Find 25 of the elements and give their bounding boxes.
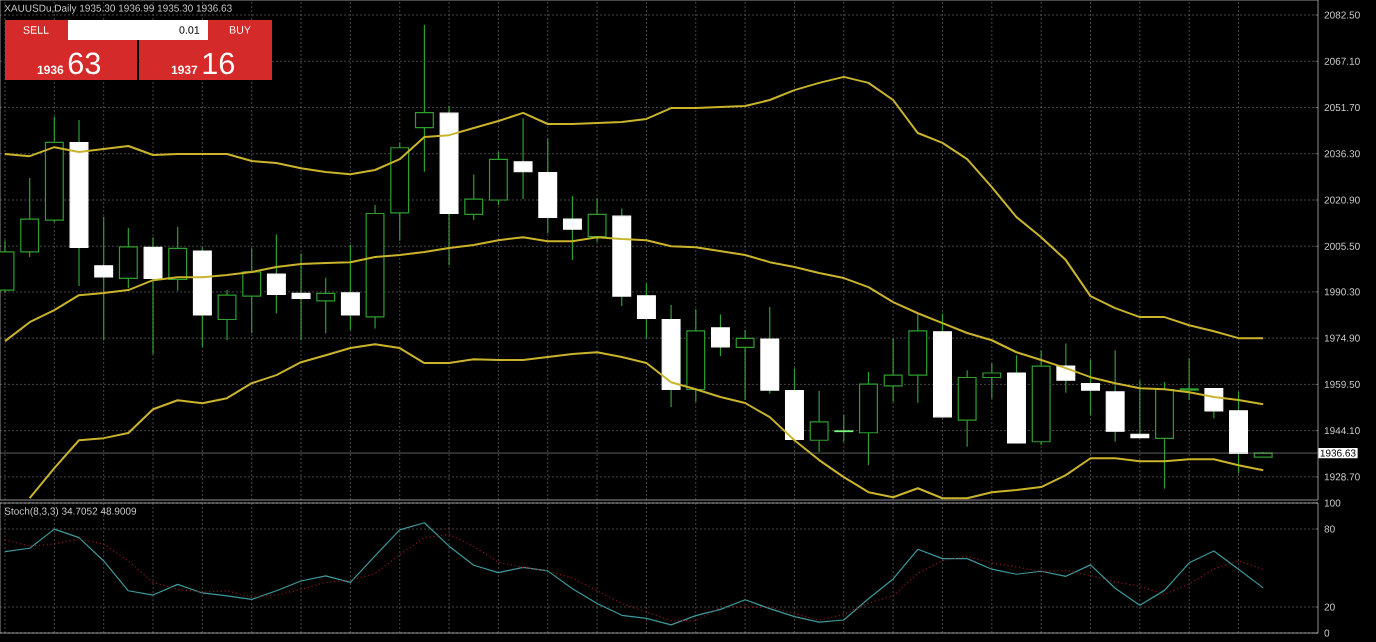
y-tick-label: 2020.90 xyxy=(1324,196,1360,204)
y-tick-label: 2082.50 xyxy=(1324,11,1360,19)
annotation: 63 xyxy=(68,52,101,75)
chart-title: XAUUSDu,Daily 1935.30 1936.99 1935.30 1936.63 xyxy=(4,4,232,14)
y-tick-label: 80 xyxy=(1324,525,1335,533)
y-tick-label: 1974.90 xyxy=(1324,334,1360,342)
annotation: 0.01 xyxy=(179,26,200,34)
chart-title: Stoch(8,3,3) 34.7052 48.9009 xyxy=(4,507,137,517)
y-tick-label: 0 xyxy=(1324,629,1330,637)
y-tick-label: 2067.10 xyxy=(1324,57,1360,65)
y-tick-label: 2036.30 xyxy=(1324,150,1360,158)
y-tick-label: 2005.50 xyxy=(1324,242,1360,250)
annotation: 16 xyxy=(203,52,235,75)
y-tick-label: 20 xyxy=(1324,603,1335,611)
y-tick-label: 1959.50 xyxy=(1324,380,1360,388)
y-tick-label: 1928.70 xyxy=(1324,473,1360,481)
annotation: 1937 xyxy=(171,65,198,75)
ref-line-label: 1936.63 xyxy=(1320,449,1356,457)
annotation: 1936 xyxy=(37,65,64,75)
annotation: BUY xyxy=(229,26,251,34)
y-tick-label: 1990.30 xyxy=(1324,288,1360,296)
y-tick-label: 100 xyxy=(1324,499,1341,507)
annotation: SELL xyxy=(23,26,49,34)
y-tick-label: 1944.10 xyxy=(1324,427,1360,435)
y-tick-label: 2051.70 xyxy=(1324,103,1360,112)
